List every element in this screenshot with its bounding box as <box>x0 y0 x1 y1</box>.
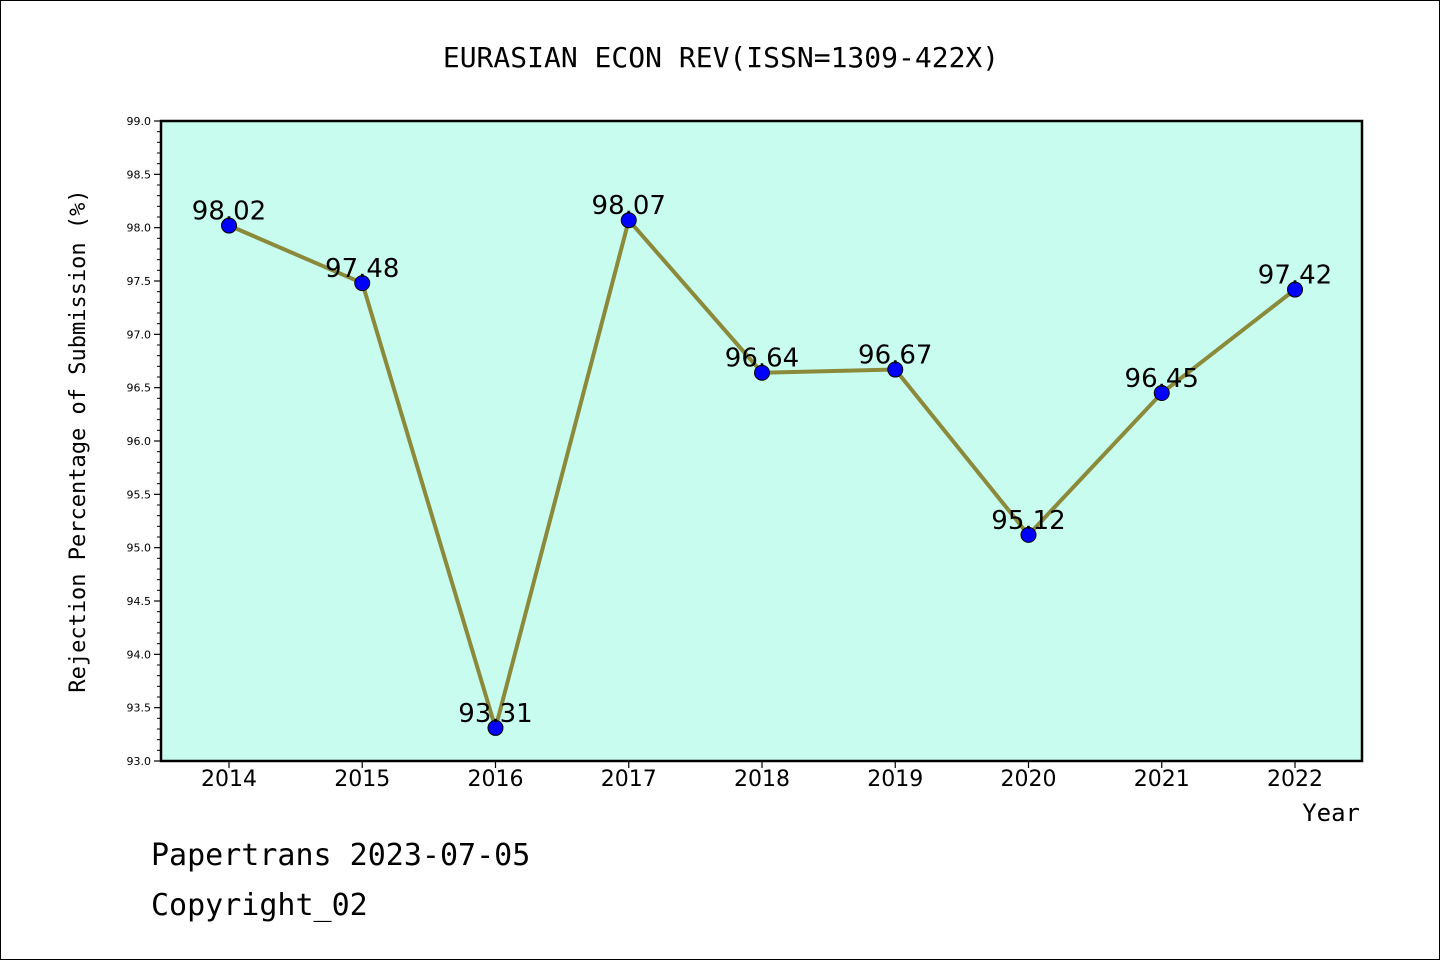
data-point-2018 <box>754 364 770 381</box>
x-tick-label: 2019 <box>867 767 923 792</box>
data-point-2016 <box>487 719 504 736</box>
x-tick-label: 2017 <box>601 767 657 792</box>
x-axis: 2014 2015 2016 2017 2018 2019 2020 2021 2022 <box>201 761 1323 792</box>
plot-area <box>159 119 1364 763</box>
y-axis-label: Rejection Percentage of Submission (%) <box>66 189 91 692</box>
data-label-2014: 98.02 <box>192 197 266 227</box>
y-tick-label: 99.0 <box>127 115 152 128</box>
x-tick-label: 2015 <box>334 767 390 792</box>
data-point-2014 <box>221 217 237 234</box>
data-point-2017 <box>620 212 637 229</box>
y-tick-label: 96.5 <box>127 382 152 395</box>
y-tick-label: 98.0 <box>127 222 152 235</box>
x-tick-label: 2022 <box>1267 767 1323 792</box>
data-label-2020: 95.12 <box>991 506 1065 536</box>
x-tick-label: 2014 <box>201 767 257 792</box>
y-tick-label: 94.0 <box>127 648 152 661</box>
data-label-2017: 98.07 <box>592 191 666 221</box>
data-point-2015 <box>354 275 371 292</box>
x-tick-label: 2021 <box>1134 767 1190 792</box>
chart-title: EURASIAN ECON REV(ISSN=1309-422X) <box>443 41 999 74</box>
y-tick-label: 93.0 <box>127 755 152 768</box>
footer-credit: Papertrans 2023-07-05 <box>151 838 530 873</box>
data-label-2016: 93.31 <box>458 699 532 729</box>
y-tick-label: 95.0 <box>127 542 152 555</box>
data-label-2015: 97.48 <box>325 254 399 284</box>
data-point-2022 <box>1287 281 1303 298</box>
y-tick-label: 98.5 <box>127 168 152 181</box>
data-label-2019: 96.67 <box>858 341 932 371</box>
data-label-2018: 96.64 <box>725 344 799 374</box>
y-tick-label: 94.5 <box>127 595 152 608</box>
y-tick-label: 93.5 <box>127 702 152 715</box>
y-tick-label: 96.0 <box>127 435 152 448</box>
x-tick-label: 2016 <box>468 767 524 792</box>
series-rejection: 98.02 97.48 93.31 98.07 96.64 96.67 95.12 96.45… <box>192 191 1332 736</box>
y-tick-label: 97.0 <box>127 328 152 341</box>
y-axis: 93.0 93.5 94.0 94.5 95.0 95.5 96.0 96.5 97.0 97.5… <box>127 115 161 768</box>
data-point-2019 <box>887 361 904 378</box>
x-tick-label: 2018 <box>734 767 790 792</box>
x-axis-label: Year <box>1302 799 1360 827</box>
data-point-2020 <box>1020 526 1037 543</box>
x-tick-label: 2020 <box>1001 767 1057 792</box>
y-tick-label: 95.5 <box>127 488 152 501</box>
data-point-2021 <box>1153 385 1170 401</box>
data-label-2021: 96.45 <box>1125 364 1199 394</box>
footer-copyright: Copyright_02 <box>151 888 368 923</box>
y-tick-label: 97.5 <box>127 275 152 288</box>
data-label-2022: 97.42 <box>1258 261 1332 291</box>
